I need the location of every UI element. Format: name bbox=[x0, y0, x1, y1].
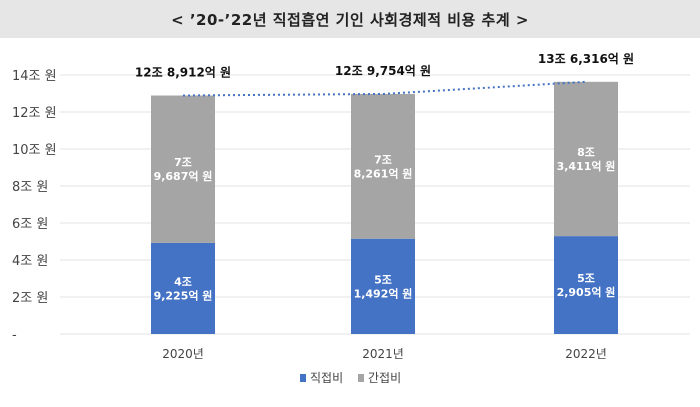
data-label: 7조 8,261억 원 bbox=[354, 153, 413, 180]
data-label: 8조 3,411억 원 bbox=[557, 146, 616, 173]
legend-swatch bbox=[300, 374, 306, 382]
bar-segment-indirect bbox=[151, 95, 215, 243]
bars: 4조 9,225억 원 7조 9,687억 원 12조 8,912억 원 5조 1,492억… bbox=[135, 52, 634, 334]
data-label: 5조 2,905억 원 bbox=[557, 272, 616, 299]
legend: 직접비 간접비 bbox=[300, 371, 401, 385]
data-label: 5조 1,492억 원 bbox=[354, 273, 413, 300]
data-label: 4조 9,225억 원 bbox=[154, 275, 213, 302]
x-tick-label: 2022년 bbox=[565, 347, 607, 361]
total-label: 13조 6,316억 원 bbox=[538, 52, 634, 66]
total-label: 12조 9,754억 원 bbox=[335, 64, 431, 78]
stacked-bar-chart: - 2조 원 4조 원 6조 원 8조 원 10조 원 12조 원 14조 원 4조 9,225… bbox=[12, 52, 690, 385]
bar-segment-indirect bbox=[554, 81, 618, 237]
trend-line-layer bbox=[182, 80, 587, 97]
title-banner: < ’20-’22년 직접흡연 기인 사회경제적 비용 추계 > bbox=[0, 0, 700, 38]
x-axis-labels: 2020년 2021년 2022년 bbox=[162, 347, 607, 361]
y-tick-label: 12조 원 bbox=[12, 106, 57, 121]
bar-segment-direct bbox=[351, 238, 415, 334]
y-tick-label: 14조 원 bbox=[12, 69, 57, 84]
y-tick-label: - bbox=[12, 328, 17, 343]
legend-swatch bbox=[358, 374, 364, 382]
y-tick-label: 6조 원 bbox=[12, 217, 48, 232]
y-tick-label: 4조 원 bbox=[12, 254, 48, 269]
chart-title: < ’20-’22년 직접흡연 기인 사회경제적 비용 추계 > bbox=[171, 10, 529, 29]
legend-label: 직접비 bbox=[310, 371, 343, 385]
y-tick-label: 10조 원 bbox=[12, 143, 57, 158]
bar-segment-direct bbox=[554, 236, 618, 334]
total-label: 12조 8,912억 원 bbox=[135, 66, 231, 80]
x-tick-label: 2020년 bbox=[162, 347, 204, 361]
legend-label: 간접비 bbox=[368, 371, 401, 385]
data-label: 7조 9,687억 원 bbox=[154, 156, 213, 183]
y-tick-label: 8조 원 bbox=[12, 180, 48, 195]
bar-segment-indirect bbox=[351, 93, 415, 239]
trend-line bbox=[182, 80, 587, 97]
x-tick-label: 2021년 bbox=[362, 347, 404, 361]
y-tick-label: 2조 원 bbox=[12, 291, 48, 306]
bar-segment-direct bbox=[151, 242, 215, 334]
y-axis-ticks: - 2조 원 4조 원 6조 원 8조 원 10조 원 12조 원 14조 원 bbox=[12, 69, 57, 343]
